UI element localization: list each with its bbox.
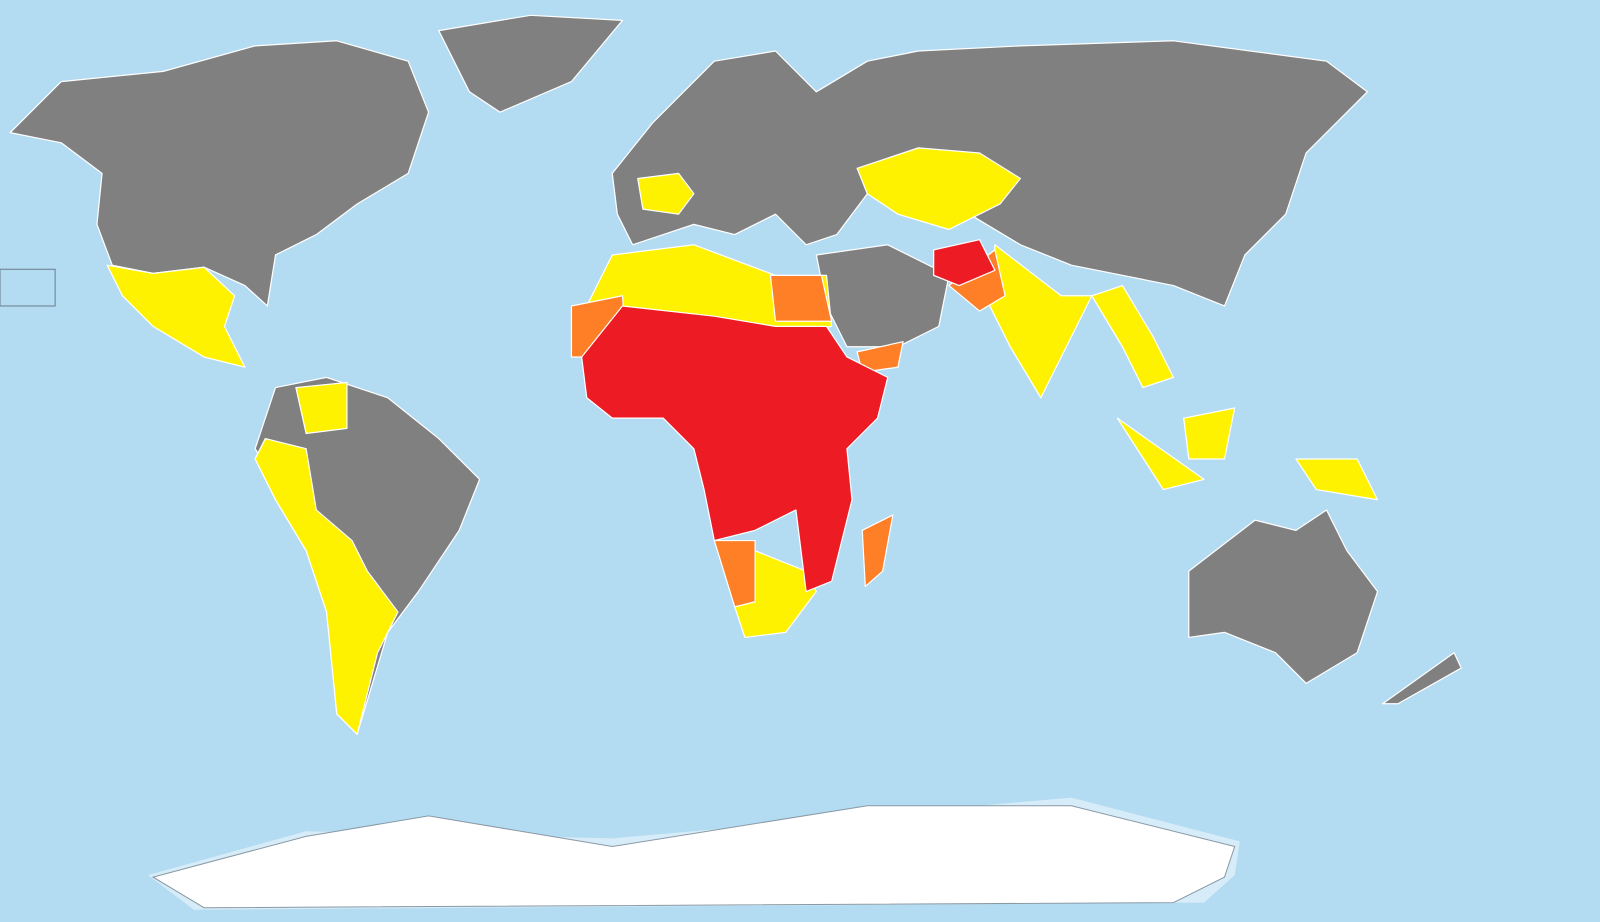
afghanistan <box>933 239 996 287</box>
borneo <box>1183 407 1236 460</box>
papua-new-guinea <box>1295 458 1379 501</box>
australia <box>1188 509 1379 684</box>
kazakhstan-central-asia <box>856 147 1022 231</box>
namibia <box>713 539 756 608</box>
new-zealand <box>1382 652 1462 705</box>
hawaii-inset-box <box>0 268 56 307</box>
india <box>989 244 1093 399</box>
greenland <box>438 14 624 113</box>
sub-saharan-africa <box>581 305 889 593</box>
north-america <box>9 40 430 307</box>
mexico-central-america <box>106 264 246 368</box>
egypt <box>769 274 833 322</box>
antarctica <box>151 805 1236 909</box>
western-south-america <box>254 437 399 735</box>
france <box>637 172 695 215</box>
venezuela <box>295 381 348 435</box>
madagascar <box>861 514 894 588</box>
sumatra-java <box>1116 417 1205 491</box>
southeast-asia <box>1091 284 1175 389</box>
